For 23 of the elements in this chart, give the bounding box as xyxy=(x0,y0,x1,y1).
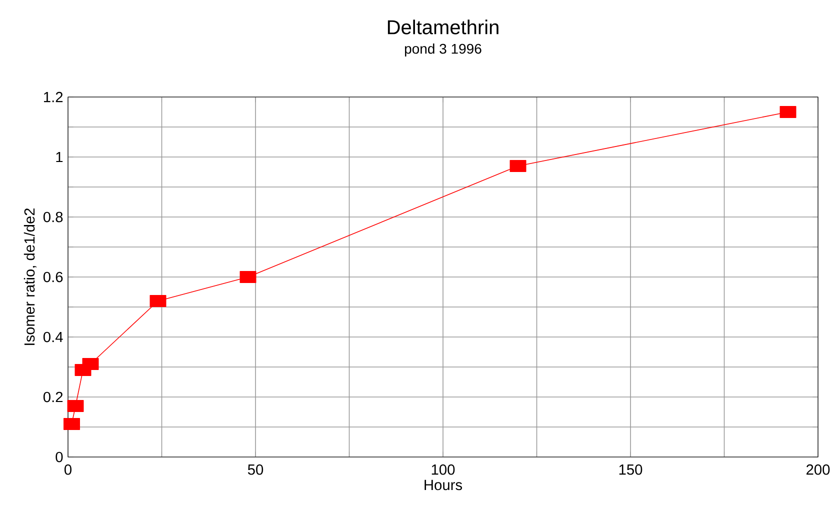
point xyxy=(510,160,526,172)
y-tick-label: 0.8 xyxy=(43,212,63,222)
point xyxy=(780,106,796,118)
x-tick-label: 100 xyxy=(432,464,455,475)
x-tick-label: 0 xyxy=(64,464,72,475)
point xyxy=(64,418,80,430)
x-tick-label: 200 xyxy=(806,464,830,475)
chart-title: Deltamethrin xyxy=(388,20,498,34)
x-axis-title: Hours xyxy=(424,480,462,490)
y-tick-label: 0.4 xyxy=(43,332,63,342)
y-tick-label: 1.2 xyxy=(44,92,63,102)
point xyxy=(150,295,166,308)
y-tick-label: 1 xyxy=(56,152,63,162)
y-tick-label: 0.2 xyxy=(43,392,63,402)
point xyxy=(240,271,256,284)
y-tick-label: 0 xyxy=(56,452,63,462)
point xyxy=(67,400,84,412)
x-tick-label: 50 xyxy=(248,464,264,475)
y-axis-title: Isomer ratio, de1/de2 xyxy=(24,208,36,345)
point xyxy=(82,358,99,370)
y-tick-label: 0.6 xyxy=(43,272,63,282)
x-tick-label: 150 xyxy=(619,464,642,475)
chart-subtitle: pond 3 1996 xyxy=(404,43,482,57)
